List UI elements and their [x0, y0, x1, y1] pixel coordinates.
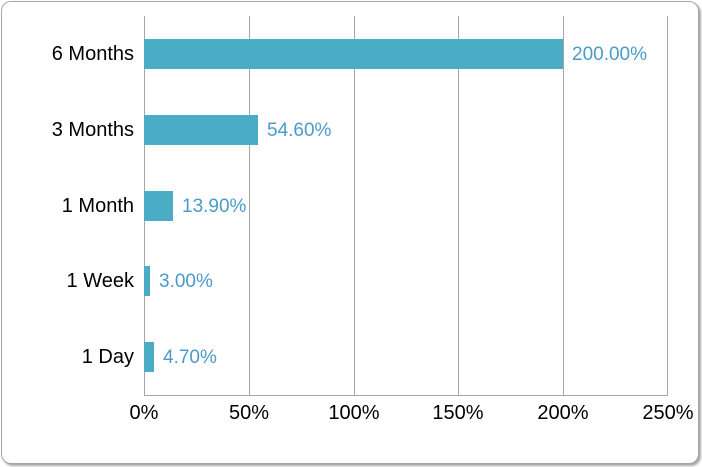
x-axis-tick-label: 200%: [537, 402, 589, 424]
x-axis-tick-label: 50%: [228, 402, 270, 424]
data-label: 4.70%: [163, 347, 217, 368]
x-axis-tick-label: 100%: [328, 402, 380, 424]
gridline-150%: [458, 16, 459, 395]
y-axis-category-label: 1 Day: [81, 346, 134, 368]
gridline-100%: [354, 16, 355, 395]
data-label: 200.00%: [572, 44, 648, 65]
data-label: 54.60%: [267, 120, 332, 141]
y-axis-category-label: 1 Month: [61, 195, 134, 217]
bar-6-months: [144, 39, 563, 69]
y-axis-category-label: 1 Week: [66, 270, 134, 292]
bar-3-months: [144, 115, 258, 145]
data-label: 3.00%: [159, 271, 213, 292]
gridline-250%: [667, 16, 668, 395]
bar-1-month: [144, 191, 173, 221]
gridline-50%: [249, 16, 250, 395]
y-axis-category-label: 3 Months: [51, 119, 134, 141]
data-label: 13.90%: [182, 196, 247, 217]
gridline-200%: [563, 16, 564, 395]
bar-1-week: [144, 266, 150, 296]
x-axis-tick-label: 250%: [642, 402, 694, 424]
y-axis-category-label: 6 Months: [51, 43, 134, 65]
plot-area: 200.00% 54.60% 13.90% 3.00% 4.70%: [144, 16, 668, 396]
x-axis-tick-label: 150%: [432, 402, 484, 424]
x-axis-tick-label: 0%: [129, 402, 159, 424]
bar-1-day: [144, 342, 154, 372]
